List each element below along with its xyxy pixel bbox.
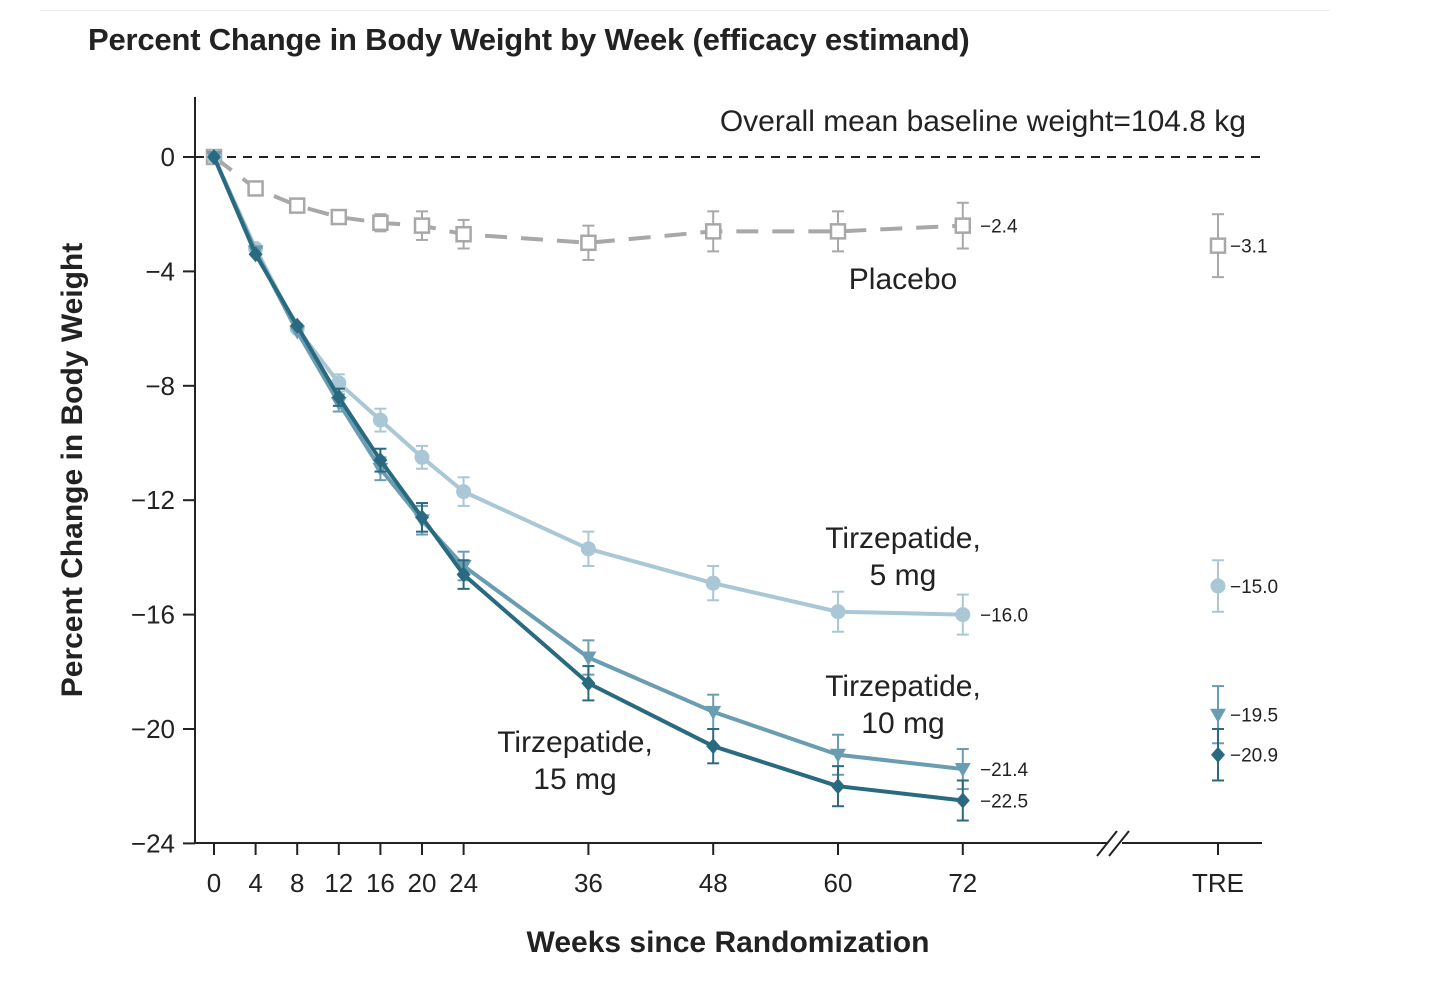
x-tick-label: 48	[699, 868, 728, 898]
series-name-label: 10 mg	[861, 707, 944, 740]
x-axis-title: Weeks since Randomization	[527, 926, 930, 959]
top-divider	[40, 10, 1330, 11]
data-point-marker	[705, 705, 722, 720]
data-point-marker	[580, 651, 597, 666]
data-point-marker	[248, 246, 263, 263]
x-tick-label: 16	[366, 868, 395, 898]
x-tick-label-tre: TRE	[1192, 868, 1244, 898]
y-tick-label: −16	[131, 600, 175, 630]
data-point-marker	[831, 778, 845, 795]
data-point-marker	[829, 223, 847, 240]
series-end-value-label: −21.4	[980, 760, 1029, 781]
tre-value-label: −19.5	[1230, 706, 1278, 727]
data-point-marker	[954, 217, 972, 234]
series-name-label: Tirzepatide,	[497, 726, 653, 759]
series-name-label: 15 mg	[533, 763, 616, 796]
x-tick-label: 20	[408, 868, 437, 898]
series-0	[205, 148, 1227, 279]
data-point-marker	[415, 509, 429, 526]
series-name-label: Tirzepatide,	[825, 522, 981, 555]
series-name-label: Placebo	[849, 263, 957, 296]
data-point-marker	[456, 484, 472, 500]
axes-group: 0−4−8−12−16−20−240 4 8 12 16 20 24 36 48 60 72 TRE	[131, 97, 1262, 898]
data-point-marker	[290, 317, 305, 334]
x-tick-label: 60	[824, 868, 853, 898]
data-point-marker	[331, 389, 346, 406]
data-point-marker	[830, 748, 846, 763]
series-name-label: 5 mg	[870, 559, 937, 592]
data-point-marker	[581, 675, 596, 692]
data-point-marker	[373, 452, 388, 469]
data-point-marker	[1210, 708, 1226, 723]
series-name-label: Tirzepatide,	[825, 670, 981, 703]
data-point-marker	[207, 149, 221, 165]
series-3	[207, 149, 1225, 822]
data-point-marker	[372, 214, 389, 232]
data-point-marker	[331, 375, 347, 391]
data-point-marker	[706, 738, 721, 755]
data-point-marker	[705, 575, 721, 591]
series-end-value-label: −2.4	[980, 217, 1018, 238]
tre-value-label: −20.9	[1230, 746, 1278, 767]
data-point-marker	[1210, 578, 1226, 594]
y-tick-label: −20	[131, 714, 175, 744]
y-tick-label: −12	[131, 485, 175, 515]
data-point-marker	[372, 412, 388, 428]
axis-break-mark	[1096, 830, 1118, 857]
x-tick-label: 24	[449, 868, 478, 898]
data-point-marker	[456, 566, 471, 583]
data-point-marker	[955, 607, 971, 623]
data-point-marker	[954, 763, 971, 778]
data-point-marker	[413, 217, 431, 234]
data-point-marker	[247, 180, 264, 197]
data-point-marker	[830, 604, 846, 620]
x-tick-label: 8	[290, 868, 304, 898]
data-point-marker	[580, 234, 597, 252]
series-group	[205, 148, 1227, 822]
data-point-marker	[704, 223, 722, 240]
baseline-weight-annotation: Overall mean baseline weight=104.8 kg	[720, 105, 1246, 138]
data-point-marker	[955, 792, 970, 809]
series-end-value-label: −16.0	[980, 606, 1028, 627]
series-end-value-label: −22.5	[980, 792, 1028, 813]
tre-value-label: −15.0	[1230, 577, 1278, 598]
y-axis-title: Percent Change in Body Weight	[56, 243, 89, 698]
x-tick-label: 72	[948, 868, 977, 898]
data-point-marker	[288, 197, 306, 214]
series-1	[206, 149, 1226, 636]
data-point-marker	[580, 541, 596, 557]
axis-break-mark	[1108, 830, 1130, 857]
x-tick-label: 4	[248, 868, 262, 898]
x-tick-label: 12	[324, 868, 353, 898]
labels-group: Weeks since Randomization Percent Change …	[56, 105, 1278, 959]
chart-title: Percent Change in Body Weight by Week (e…	[88, 22, 970, 57]
y-tick-label: −24	[131, 828, 175, 858]
y-tick-label: 0	[161, 142, 175, 172]
series-2	[206, 151, 1226, 791]
data-point-marker	[1211, 746, 1225, 763]
x-tick-label: 0	[207, 868, 221, 898]
tre-value-label: −3.1	[1230, 237, 1268, 258]
y-tick-label: −4	[145, 256, 175, 286]
data-point-marker	[1209, 237, 1227, 254]
data-point-marker	[330, 208, 348, 226]
data-point-marker	[414, 449, 430, 465]
data-point-marker	[455, 225, 472, 243]
y-tick-label: −8	[145, 371, 175, 401]
x-tick-label: 36	[574, 868, 603, 898]
